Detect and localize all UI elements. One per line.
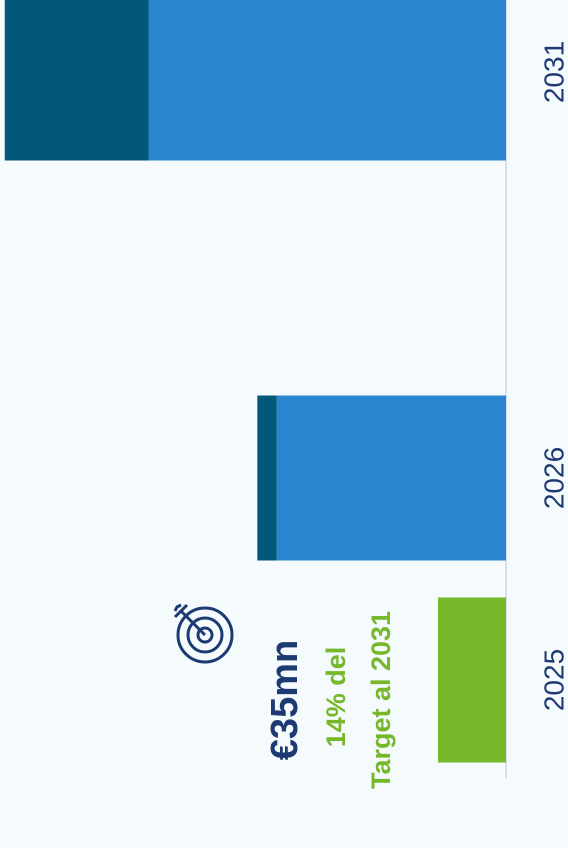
x-tick-label: 2026 [538, 447, 568, 509]
annotation-value: €35mn [264, 640, 306, 760]
bar [438, 597, 506, 763]
bar [4, 0, 149, 161]
annotation-text: Target al 2031 [366, 611, 396, 789]
bar [148, 0, 506, 161]
x-tick-label: 2031 [538, 41, 568, 103]
x-tick-label: 2025 [538, 649, 568, 711]
bar [257, 395, 277, 561]
annotation-text: 14% del [321, 647, 351, 748]
bar [276, 395, 506, 561]
target-icon [173, 603, 234, 664]
